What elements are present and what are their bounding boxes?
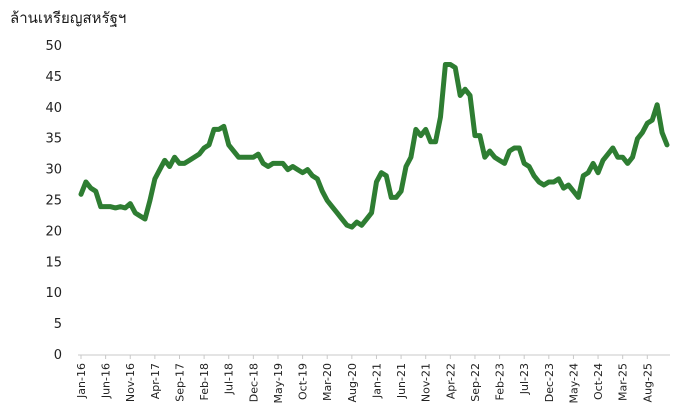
x-tick-label: Apr-22 [444,363,457,399]
y-tick-label: 25 [45,194,62,209]
x-tick-label: Sep-17 [173,363,186,402]
x-tick-label: Jun-21 [395,363,408,399]
x-tick-label: Mar-20 [321,363,334,401]
y-axis-unit-label: ล้านเหรียญสหรัฐฯ [10,9,127,27]
y-tick-label: 30 [45,163,62,178]
x-tick-label: Feb-18 [198,363,211,400]
series-line [78,62,670,230]
x-tick-label: Nov-21 [420,363,433,402]
x-tick-label: Nov-16 [124,363,137,402]
x-tick-label: Sep-22 [469,363,482,402]
y-tick-label: 40 [45,101,62,116]
x-tick-label: Mar-25 [617,363,630,401]
x-tick-label: May-19 [272,363,285,404]
x-tick-label: Dec-18 [247,363,260,402]
x-tick-label: Jan-21 [370,363,383,399]
y-tick-label: 35 [45,132,62,147]
x-tick-label: Apr-17 [149,363,162,399]
x-tick-label: Dec-23 [543,363,556,402]
x-tick-label: Aug-25 [641,363,654,402]
y-tick-label: 0 [54,348,62,363]
y-tick-label: 10 [45,286,62,301]
y-tick-label: 5 [54,317,62,332]
x-tick-label: Jul-23 [518,363,531,395]
y-tick-label: 45 [45,70,62,85]
y-tick-label: 20 [45,224,62,239]
x-tick-label: Oct-24 [592,363,605,400]
x-tick-label: Jan-16 [75,363,88,399]
x-tick-label: Oct-19 [297,363,310,400]
x-tick-label: May-24 [567,363,580,404]
x-tick-label: Jun-16 [100,363,113,399]
x-tick-label: Aug-20 [346,363,359,402]
x-tick-label: Jul-18 [223,363,236,395]
y-tick-label: 50 [45,39,62,54]
y-tick-label: 15 [45,255,62,270]
x-tick-label: Feb-23 [494,363,507,400]
